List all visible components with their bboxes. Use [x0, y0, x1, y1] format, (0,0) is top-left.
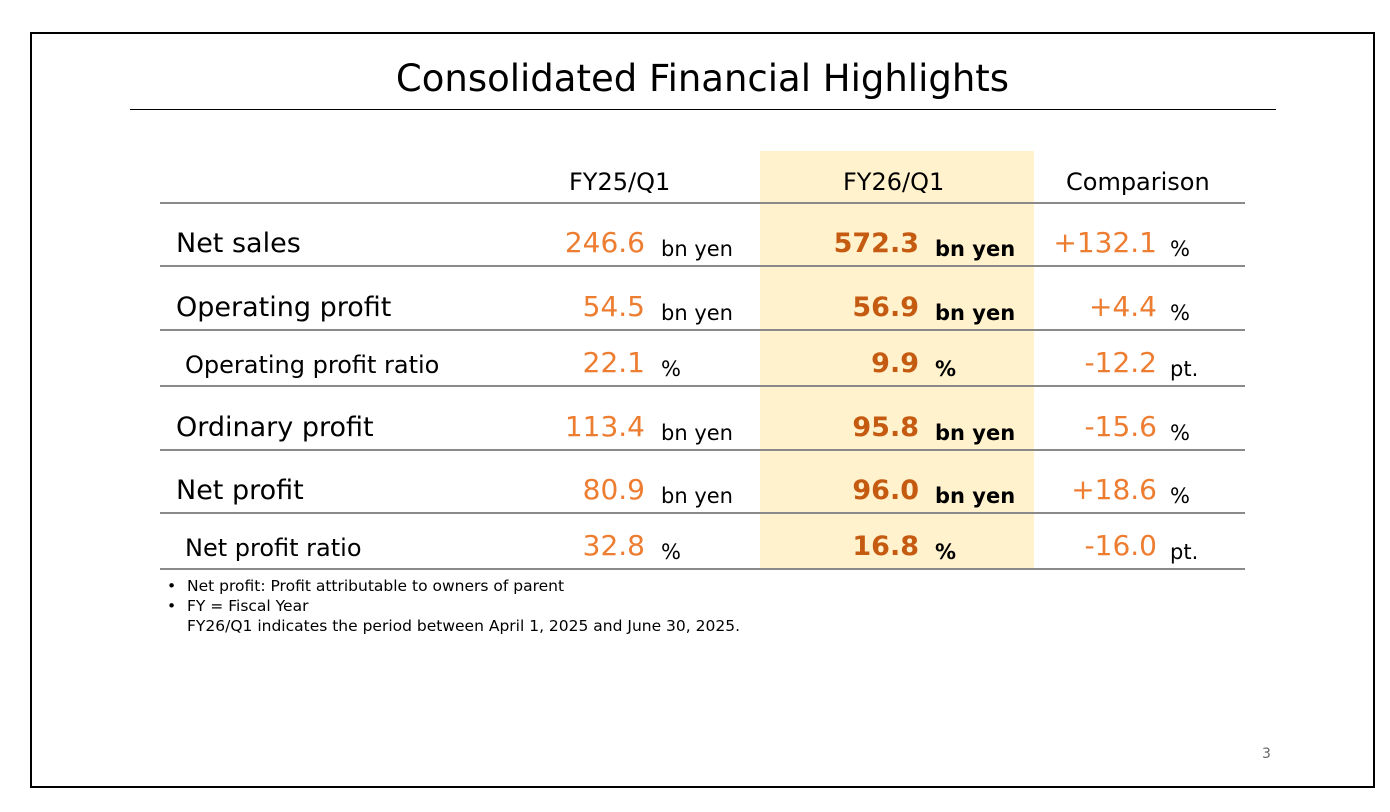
financial-table: FY25/Q1 FY26/Q1 Comparison Net sales 246.… — [160, 151, 1245, 570]
fy26-unit: bn yen — [935, 421, 1016, 445]
row-label: Net profit — [176, 475, 304, 506]
comparison-value: -12.2 — [1084, 346, 1157, 379]
table-row: Operating profit ratio 22.1% 9.9% -12.2 pt. — [160, 331, 1245, 387]
footnote: • FY = Fiscal Year — [167, 597, 309, 615]
row-label: Ordinary profit — [176, 412, 374, 443]
row-label: Operating profit ratio — [185, 351, 440, 379]
footnote: FY26/Q1 indicates the period between Apr… — [187, 617, 741, 635]
comparison-value: -15.6 — [1084, 410, 1157, 443]
fy26-value: 56.9 — [852, 292, 919, 323]
table-header: FY25/Q1 FY26/Q1 Comparison — [160, 151, 1245, 204]
comparison-unit: pt. — [1170, 540, 1199, 564]
fy25-value: 22.1 — [582, 346, 645, 379]
fy25-value: 32.8 — [582, 529, 645, 562]
fy25-unit: % — [661, 540, 681, 564]
fy26-unit: bn yen — [935, 237, 1016, 261]
header-fy26: FY26/Q1 — [843, 168, 945, 196]
fy25-unit: % — [661, 357, 681, 381]
row-label: Net profit ratio — [185, 534, 362, 562]
fy25-value: 80.9 — [582, 473, 645, 506]
fy25-unit: bn yen — [661, 484, 733, 508]
fy26-value: 572.3 — [833, 228, 919, 259]
row-label: Operating profit — [176, 292, 392, 323]
fy26-value: 9.9 — [871, 348, 919, 379]
footnote: • Net profit: Profit attributable to owne… — [167, 577, 565, 595]
page-number: 3 — [1262, 746, 1271, 762]
table-row: Operating profit 54.5 bn yen 56.9 bn yen +4.4… — [160, 267, 1245, 331]
fy26-unit: bn yen — [935, 301, 1016, 325]
slide-frame — [30, 32, 1375, 788]
comparison-value: +4.4 — [1089, 290, 1157, 323]
fy25-unit: bn yen — [661, 237, 733, 261]
highlight-column — [760, 151, 1034, 569]
table-row: Net profit 80.9 bn yen 96.0 bn yen +18.6% — [160, 451, 1245, 514]
footnotes: • Net profit: Profit attributable to owne… — [167, 576, 740, 636]
fy26-value: 95.8 — [852, 412, 919, 443]
slide-title: Consolidated Financial Highlights — [395, 57, 1010, 100]
comparison-unit: % — [1170, 237, 1190, 261]
fy25-value: 54.5 — [582, 290, 645, 323]
fy26-unit: % — [935, 540, 957, 564]
comparison-unit: % — [1170, 484, 1190, 508]
fy25-value: 113.4 — [564, 410, 645, 443]
comparison-value: +132.1 — [1053, 226, 1157, 259]
row-label: Net sales — [176, 228, 301, 259]
fy25-value: 246.6 — [564, 226, 645, 259]
comparison-unit: pt. — [1170, 357, 1199, 381]
fy25-unit: bn yen — [661, 301, 733, 325]
comparison-value: +18.6 — [1071, 473, 1157, 506]
title-rule — [130, 109, 1276, 110]
header-comparison: Comparison — [1066, 168, 1210, 196]
fy26-unit: % — [935, 357, 957, 381]
comparison-unit: % — [1170, 301, 1190, 325]
fy26-value: 16.8 — [852, 531, 919, 562]
comparison-unit: % — [1170, 421, 1190, 445]
fy26-unit: bn yen — [935, 484, 1016, 508]
table-row: Ordinary profit 113.4 bn yen 95.8 bn yen -15.… — [160, 387, 1245, 451]
table-row: Net profit ratio 32.8% 16.8% -16.0 pt. — [160, 514, 1245, 570]
fy25-unit: bn yen — [661, 421, 733, 445]
fy26-value: 96.0 — [852, 475, 919, 506]
header-fy25: FY25/Q1 — [569, 168, 671, 196]
comparison-value: -16.0 — [1084, 529, 1157, 562]
table-row: Net sales 246.6 bn yen 572.3 bn yen +132.1% — [160, 204, 1245, 267]
